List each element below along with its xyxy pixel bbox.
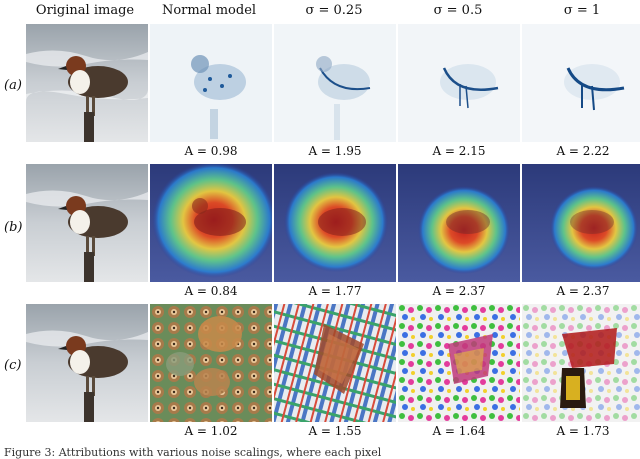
bird-photo: [26, 24, 148, 142]
saliency-map: [150, 24, 272, 142]
bird-photo: [26, 164, 148, 282]
row-c-original-image: [26, 304, 148, 422]
header-sigma-025: σ = 0.25: [305, 3, 363, 18]
score-a-sigma-025: A = 1.95: [308, 144, 362, 158]
score-c-sigma-025: A = 1.55: [308, 424, 362, 438]
row-label-a: (a): [4, 78, 22, 93]
row-c-normal-model: [150, 304, 272, 422]
row-label-c: (c): [4, 358, 22, 373]
row-c-sigma-1: [522, 304, 640, 422]
score-a-sigma-1: A = 2.22: [556, 144, 610, 158]
header-normal-model: Normal model: [161, 3, 257, 18]
feature-visualization: [150, 304, 272, 422]
score-b-sigma-05: A = 2.37: [432, 284, 486, 298]
gradcam-heatmap: [150, 164, 272, 282]
score-b-sigma-1: A = 2.37: [556, 284, 610, 298]
row-b-sigma-1: [522, 164, 640, 282]
row-b-sigma-05: [398, 164, 520, 282]
header-sigma-1: σ = 1: [563, 3, 601, 18]
row-b-normal-model: [150, 164, 272, 282]
score-c-sigma-1: A = 1.73: [556, 424, 610, 438]
score-b-normal: A = 0.84: [184, 284, 238, 298]
row-label-b: (b): [4, 220, 23, 235]
score-a-normal: A = 0.98: [184, 144, 238, 158]
score-a-sigma-05: A = 2.15: [432, 144, 486, 158]
gradcam-heatmap: [274, 164, 396, 282]
row-a-original-image: [26, 24, 148, 142]
score-b-sigma-025: A = 1.77: [308, 284, 362, 298]
bird-photo: [26, 304, 148, 422]
row-c-sigma-025: [274, 304, 396, 422]
feature-visualization: [274, 304, 396, 422]
row-a-normal-model: [150, 24, 272, 142]
score-c-normal: A = 1.02: [184, 424, 238, 438]
gradcam-heatmap: [398, 164, 520, 282]
feature-visualization: [522, 304, 640, 422]
row-c-sigma-05: [398, 304, 520, 422]
saliency-map: [398, 24, 520, 142]
row-a-sigma-025: [274, 24, 396, 142]
score-c-sigma-05: A = 1.64: [432, 424, 486, 438]
row-a-sigma-1: [522, 24, 640, 142]
row-a-sigma-05: [398, 24, 520, 142]
figure-caption: Figure 3: Attributions with various nois…: [4, 446, 382, 459]
gradcam-heatmap: [522, 164, 640, 282]
saliency-map: [274, 24, 396, 142]
header-sigma-05: σ = 0.5: [433, 3, 483, 18]
row-b-original-image: [26, 164, 148, 282]
saliency-map: [522, 24, 640, 142]
feature-visualization: [398, 304, 520, 422]
header-original: Original image: [35, 3, 135, 18]
row-b-sigma-025: [274, 164, 396, 282]
